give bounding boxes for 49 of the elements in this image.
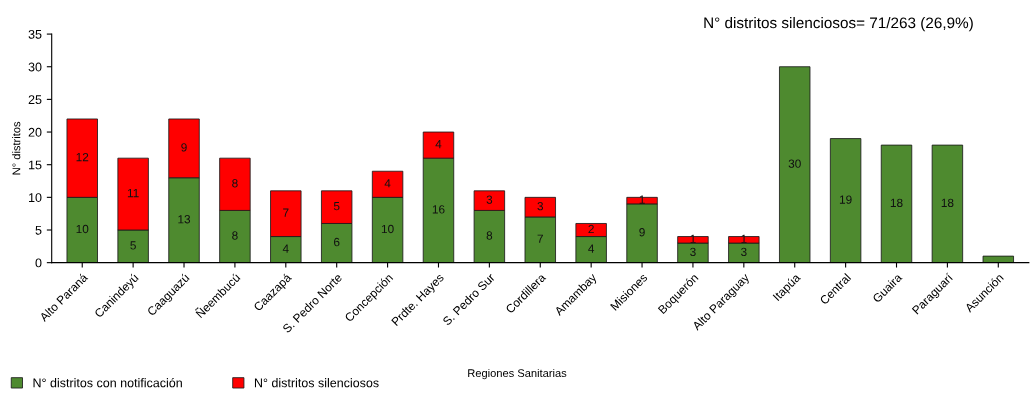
data-label: 10 [381,224,394,234]
data-label: 4 [282,244,289,253]
data-label: 4 [384,179,391,188]
y-tick-label: 35 [28,29,42,39]
data-label: 3 [690,247,696,257]
legend-label: N° distritos silenciosos [254,378,379,388]
x-axis-title: Regiones Sanitarias [468,368,567,380]
data-label: 19 [839,195,852,204]
bar [829,138,862,263]
data-label: 3 [486,195,493,204]
data-label: 16 [432,205,445,214]
data-label: 18 [890,198,903,208]
y-tick-label: 15 [29,160,42,170]
data-label: 13 [178,215,191,224]
data-label: 11 [127,189,139,198]
data-label: 6 [334,237,340,247]
data-label: 12 [76,152,89,162]
y-tick-label: 5 [35,225,42,235]
y-axis-title: N° distritos [12,121,21,175]
data-label: 9 [639,228,645,237]
data-label: 18 [941,198,954,208]
data-label: 9 [181,143,187,152]
bar [880,144,913,263]
bar [931,144,964,263]
data-label: 2 [588,224,594,234]
data-label: 30 [788,159,801,168]
data-label: 7 [283,208,289,217]
data-label: 8 [232,231,238,240]
data-label: 4 [588,244,595,253]
data-label: 3 [537,201,544,211]
bar [779,66,811,263]
data-label: 10 [76,224,89,234]
data-label: 4 [435,140,442,149]
data-label: 8 [232,179,238,188]
bar [982,255,1014,263]
data-label: 1 [690,234,696,243]
y-tick-label: 25 [28,95,42,105]
y-tick-label: 10 [29,193,42,202]
y-tick-label: 0 [35,258,42,268]
text: N° distritos silenciosos= 71/263 (26,9%) [704,17,973,32]
data-label: 5 [130,241,136,250]
legend-label: N° distritos con notificación [33,377,182,388]
data-label: 5 [333,202,340,211]
data-label: 7 [537,234,543,243]
data-label: 1 [741,234,747,243]
y-tick-label: 30 [28,62,42,72]
y-tick-label: 20 [28,127,42,137]
data-label: 3 [741,247,747,257]
data-label: 8 [486,231,493,240]
